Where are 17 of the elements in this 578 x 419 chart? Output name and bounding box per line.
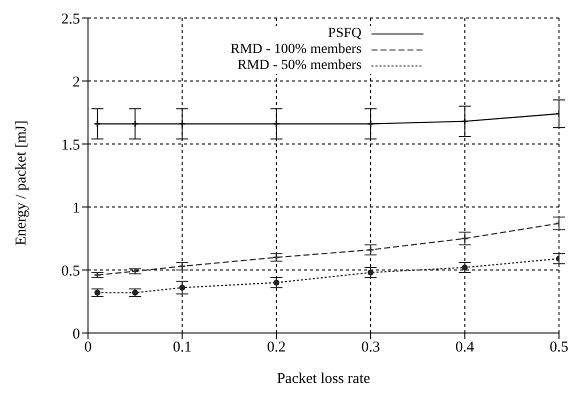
x-tick-label: 0.4	[455, 340, 475, 356]
x-axis-title: Packet loss rate	[276, 371, 370, 387]
legend-label: PSFQ	[328, 26, 362, 42]
legend-label: RMD - 100% members	[230, 42, 362, 58]
y-tick-label: 2.5	[61, 11, 80, 28]
x-tick-label: 0.3	[361, 340, 380, 356]
y-tick-label: 1	[72, 200, 80, 216]
y-axis-title: Energy / packet [mJ]	[13, 120, 30, 246]
y-tick-label: 0.5	[61, 263, 80, 280]
x-tick-label: 0.1	[172, 340, 192, 356]
y-tick-label: 1.5	[61, 137, 80, 154]
y-tick-label: 2	[72, 74, 80, 90]
legend-label: RMD - 50% members	[237, 58, 362, 74]
x-tick-label: 0.2	[267, 340, 286, 356]
x-tick-label: 0	[84, 340, 92, 356]
x-tick-label: 0.5	[550, 340, 568, 356]
y-tick-label: 0	[72, 326, 80, 342]
